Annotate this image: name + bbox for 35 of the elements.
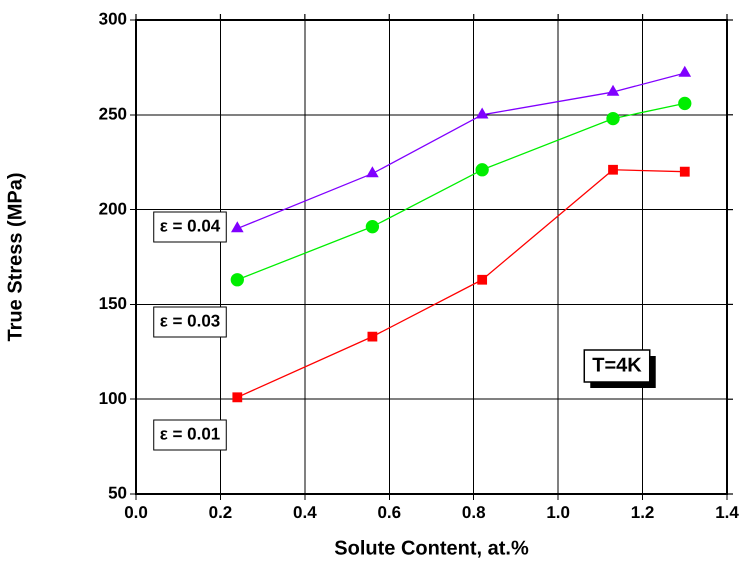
- y-tick-label: 200: [98, 199, 127, 218]
- x-tick-label: 1.2: [630, 502, 654, 522]
- point: [231, 222, 244, 232]
- x-tick-label: 0.8: [462, 502, 486, 522]
- y-tick-label: 250: [98, 104, 127, 124]
- x-tick-label: 1.4: [715, 502, 740, 522]
- y-tick-label: 150: [98, 294, 127, 314]
- point: [232, 392, 242, 402]
- x-tick-label: 0.6: [377, 502, 402, 522]
- point: [678, 66, 691, 77]
- y-tick-label: 100: [98, 388, 127, 408]
- annotation: ε = 0.01: [160, 424, 220, 444]
- point: [477, 274, 488, 285]
- x-tick-label: 0.4: [293, 502, 318, 522]
- point: [607, 85, 619, 96]
- point: [606, 112, 620, 126]
- annotation: ε = 0.04: [160, 216, 221, 236]
- point: [476, 163, 489, 176]
- point: [366, 220, 380, 234]
- y-axis-title: True Stress (MPa): [4, 172, 27, 342]
- point: [366, 166, 378, 178]
- annotation: T=4K: [592, 354, 642, 377]
- x-tick-label: 0.2: [208, 502, 232, 522]
- point: [680, 166, 690, 177]
- point: [476, 108, 488, 118]
- x-tick-label: 1.0: [546, 502, 570, 522]
- x-axis-title: Solute Content, at.%: [334, 538, 529, 560]
- x-tick-label: 0.0: [124, 502, 148, 522]
- annotation: ε = 0.03: [160, 312, 220, 331]
- point: [230, 273, 244, 286]
- point: [608, 164, 618, 175]
- y-tick-label: 50: [108, 484, 127, 503]
- point: [678, 96, 692, 110]
- point: [368, 332, 378, 342]
- y-tick-label: 300: [98, 10, 127, 29]
